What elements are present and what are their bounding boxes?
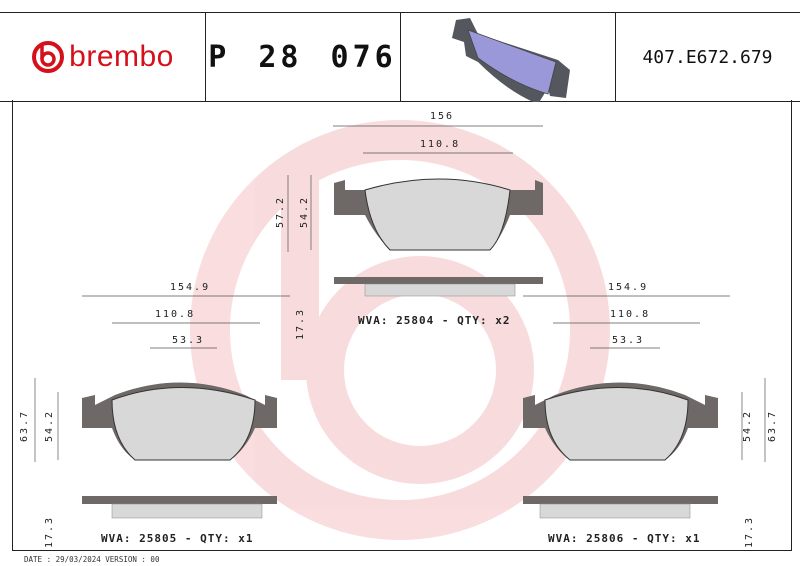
dim-width-total: 154.9 <box>170 282 210 293</box>
dim-width-center: 53.3 <box>612 335 644 346</box>
reference-cell: 407.E672.679 <box>615 12 800 102</box>
part-number-cell: P 28 076 <box>205 12 401 102</box>
date-version: DATE : 29/03/2024 VERSION : 00 <box>24 555 160 564</box>
pad-preview-image <box>451 18 570 102</box>
dim-height-friction: 54.2 <box>44 410 55 442</box>
brand-watermark <box>190 120 610 540</box>
dim-height-friction: 54.2 <box>742 410 753 442</box>
part-number: P 28 076 <box>208 39 397 75</box>
dim-width-total: 154.9 <box>608 282 648 293</box>
dim-height-total: 57.2 <box>275 196 286 228</box>
wva-label-top: WVA: 25804 - QTY: x2 <box>358 314 510 327</box>
top-pad-drawing: 156 110.8 57.2 54.2 17.3 WVA: 25804 - QT… <box>275 111 543 340</box>
dim-width-friction: 110.8 <box>420 139 460 150</box>
right-pad-drawing: 154.9 110.8 53.3 63.7 54.2 17.3 WVA: 258… <box>523 282 778 548</box>
dim-width-friction: 110.8 <box>155 309 195 320</box>
dim-width-friction: 110.8 <box>610 309 650 320</box>
brand-name: brembo <box>69 40 174 73</box>
left-pad-drawing: 154.9 110.8 53.3 63.7 54.2 17.3 WVA: 258… <box>19 282 290 548</box>
dim-height-total: 63.7 <box>19 410 30 442</box>
wva-label-right: WVA: 25806 - QTY: x1 <box>548 532 700 545</box>
preview-cell <box>400 12 616 102</box>
dim-width-center: 53.3 <box>172 335 204 346</box>
dim-thickness: 17.3 <box>744 516 755 548</box>
brand-cell: brembo <box>0 12 206 102</box>
dim-thickness: 17.3 <box>44 516 55 548</box>
wva-label-left: WVA: 25805 - QTY: x1 <box>101 532 253 545</box>
dim-thickness: 17.3 <box>295 308 306 340</box>
dim-height-total: 63.7 <box>767 410 778 442</box>
drawing-frame <box>12 100 792 551</box>
reference-number: 407.E672.679 <box>642 46 773 68</box>
dim-width-total: 156 <box>430 111 454 122</box>
dim-height-friction: 54.2 <box>299 196 310 228</box>
brembo-logo-icon <box>32 41 65 73</box>
